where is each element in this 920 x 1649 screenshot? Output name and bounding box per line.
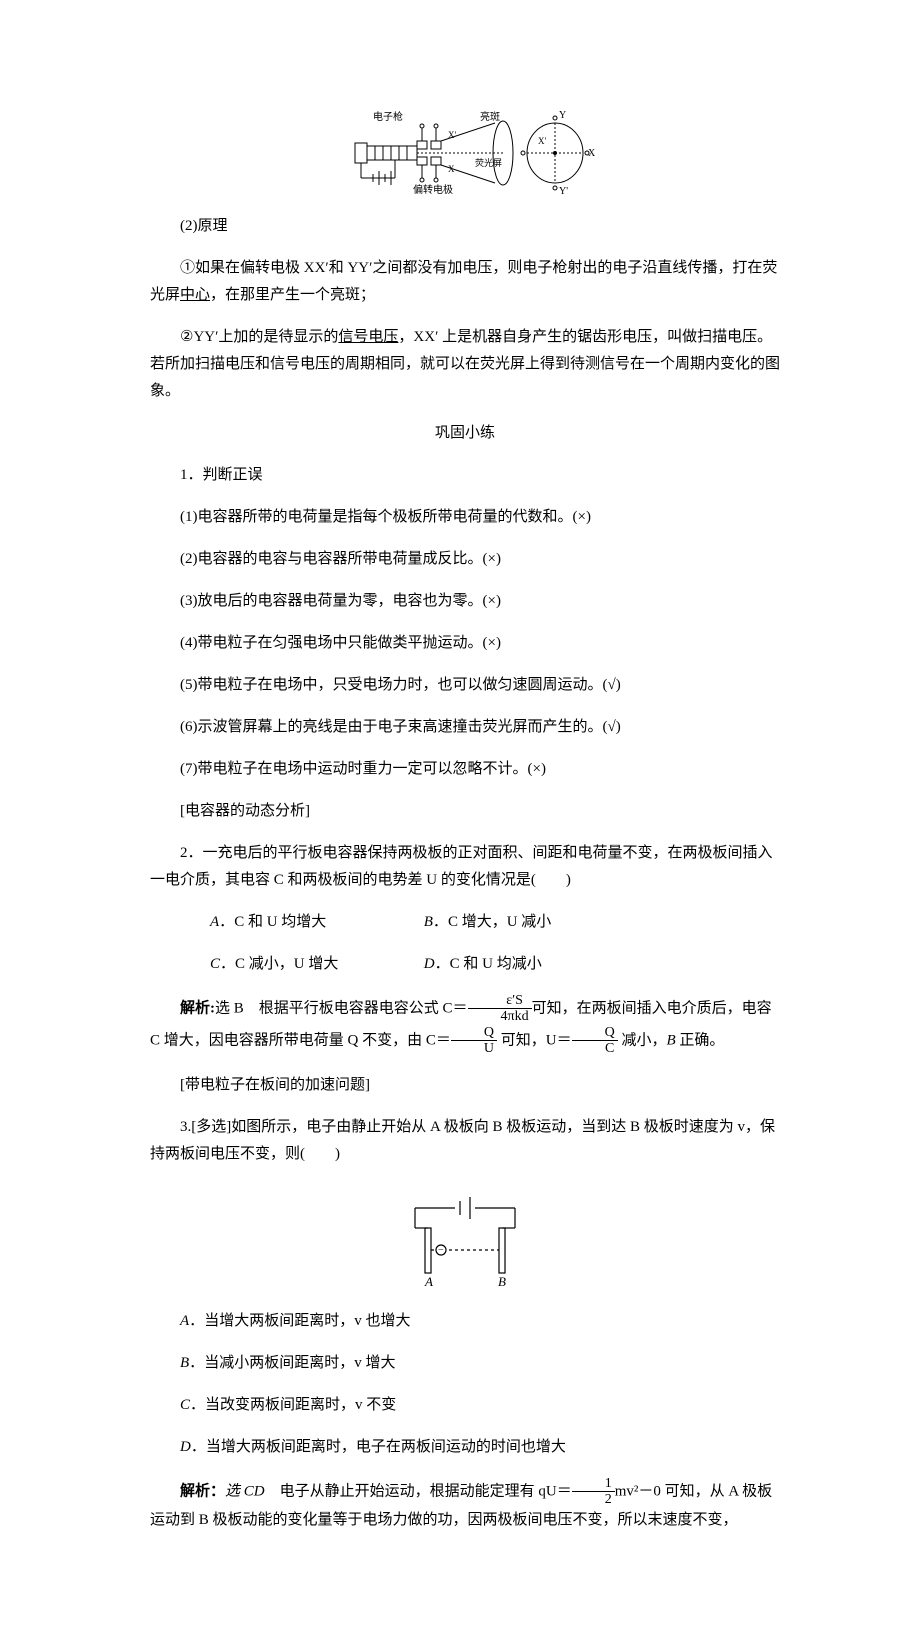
q2-opts-row2: C．C 减小，U 增大 D．C 和 U 均减小 bbox=[150, 951, 780, 978]
q3-B: B．当减小两板间距离时，v 增大 bbox=[150, 1350, 780, 1377]
label-spot: 亮斑 bbox=[480, 110, 500, 123]
q1-7: (7)带电粒子在电场中运动时重力一定可以忽略不计。(×) bbox=[150, 756, 780, 783]
label-Xp: X' bbox=[538, 136, 546, 146]
label-screen-inner: 荧光屏 bbox=[475, 157, 502, 168]
section-title: 巩固小练 bbox=[150, 420, 780, 447]
q2-ans-Bi: B bbox=[666, 1032, 675, 1048]
q2-B: C 增大，U 减小 bbox=[448, 914, 551, 930]
q3-stem: 3.[多选]如图所示，电子由静止开始从 A 极板向 B 极板运动，当到达 B 极… bbox=[150, 1114, 780, 1168]
q1-1: (1)电容器所带的电荷量是指每个极板所带电荷量的代数和。(×) bbox=[150, 504, 780, 531]
q3-ans-a: 电子从静止开始运动，根据动能定理有 qU＝ bbox=[265, 1483, 572, 1499]
bracket1: [电容器的动态分析] bbox=[150, 798, 780, 825]
q2-ans-c: 可知，U＝ bbox=[497, 1032, 572, 1048]
q2-ans-e: 正确。 bbox=[676, 1032, 725, 1048]
q1-title: 1．判断正误 bbox=[150, 462, 780, 489]
q2-ans-d: 减小， bbox=[618, 1032, 667, 1048]
p2-label: (2)原理 bbox=[150, 213, 780, 240]
svg-text:−: − bbox=[438, 1245, 444, 1256]
q2-C: C 减小，U 增大 bbox=[235, 956, 338, 972]
q2-ans-a: 根据平行板电容器电容公式 C＝ bbox=[244, 1000, 468, 1016]
label-X1: X bbox=[448, 164, 455, 174]
q2-frac2: QU bbox=[451, 1025, 497, 1057]
plates-svg: − A B bbox=[385, 1183, 545, 1293]
p2-2a: ②YY′上加的是待显示的 bbox=[180, 329, 338, 345]
q1-5: (5)带电粒子在电场中，只受电场力时，也可以做匀速圆周运动。(√) bbox=[150, 672, 780, 699]
p2-2-ul: 信号电压 bbox=[338, 329, 398, 345]
q2-ans-pick: 选 B bbox=[215, 1000, 244, 1016]
q3-ans-label: 解析： bbox=[180, 1483, 225, 1499]
label-Yp: Y' bbox=[559, 186, 568, 197]
label-Xp1: X' bbox=[448, 130, 456, 140]
q3-D: D．当增大两板间距离时，电子在两板间运动的时间也增大 bbox=[150, 1434, 780, 1461]
q3-answer: 解析：选 CD 电子从静止开始运动，根据动能定理有 qU＝12mv²－0 可知，… bbox=[150, 1476, 780, 1535]
q2-stem: 2．一充电后的平行板电容器保持两极板的正对面积、间距和电荷量不变，在两极板间插入… bbox=[150, 840, 780, 894]
q3-ans-pick: 选 CD bbox=[225, 1483, 265, 1499]
q2-D: C 和 U 均减小 bbox=[450, 956, 542, 972]
q2-frac3: QC bbox=[572, 1025, 618, 1057]
q3-A: A．当增大两板间距离时，v 也增大 bbox=[150, 1308, 780, 1335]
oscilloscope-svg: 电子枪 偏转电极 亮斑 荧光屏 X' X Y Y' X X' bbox=[335, 108, 595, 198]
label-gun: 电子枪 bbox=[373, 110, 403, 123]
q3-C: C．当改变两板间距离时，v 不变 bbox=[150, 1392, 780, 1419]
q1-3: (3)放电后的电容器电荷量为零，电容也为零。(×) bbox=[150, 588, 780, 615]
p2-1: ①如果在偏转电极 XX′和 YY′之间都没有加电压，则电子枪射出的电子沿直线传播… bbox=[150, 255, 780, 309]
q1-6: (6)示波管屏幕上的亮线是由于电子束高速撞击荧光屏而产生的。(√) bbox=[150, 714, 780, 741]
figure-oscilloscope: 电子枪 偏转电极 亮斑 荧光屏 X' X Y Y' X X' bbox=[150, 108, 780, 198]
p2-1-ul: 中心 bbox=[180, 287, 210, 303]
q2-opts-row1: A．C 和 U 均增大 B．C 增大，U 减小 bbox=[150, 909, 780, 936]
bracket2: [带电粒子在板间的加速问题] bbox=[150, 1072, 780, 1099]
q2-frac1: ε′S4πkd bbox=[468, 993, 532, 1025]
label-B: B bbox=[498, 1274, 506, 1289]
q3-frac: 12 bbox=[572, 1476, 615, 1508]
q2-ans-label: 解析: bbox=[180, 1000, 215, 1016]
q2-answer: 解析:选 B 根据平行板电容器电容公式 C＝ε′S4πkd可知，在两板间插入电介… bbox=[150, 993, 780, 1057]
q2-A: C 和 U 均增大 bbox=[234, 914, 326, 930]
figure-plates: − A B bbox=[150, 1183, 780, 1293]
p2-1b: ，在那里产生一个亮斑； bbox=[210, 287, 375, 303]
label-Y: Y bbox=[559, 110, 566, 121]
q1-4: (4)带电粒子在匀强电场中只能做类平抛运动。(×) bbox=[150, 630, 780, 657]
label-deflect: 偏转电极 bbox=[413, 183, 453, 196]
label-A: A bbox=[424, 1274, 433, 1289]
label-X: X bbox=[588, 148, 595, 159]
p2-2: ②YY′上加的是待显示的信号电压，XX′ 上是机器自身产生的锯齿形电压，叫做扫描… bbox=[150, 324, 780, 405]
q1-2: (2)电容器的电容与电容器所带电荷量成反比。(×) bbox=[150, 546, 780, 573]
